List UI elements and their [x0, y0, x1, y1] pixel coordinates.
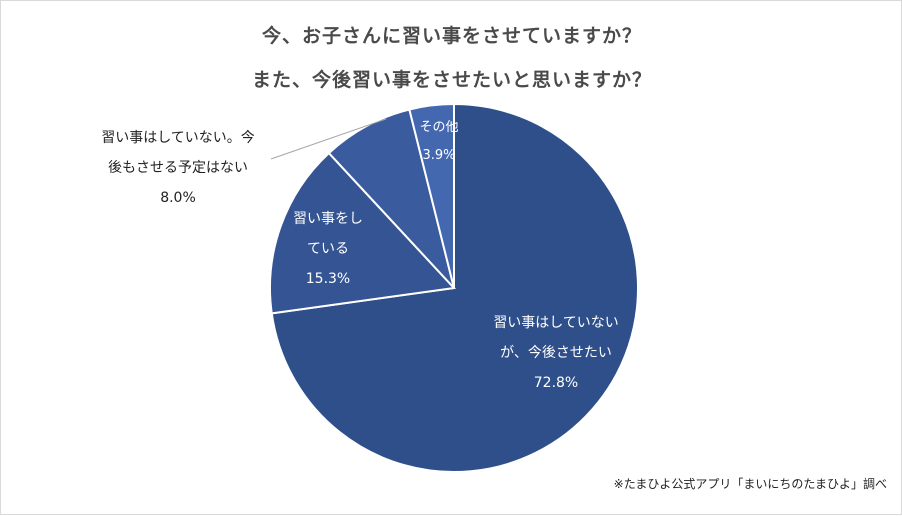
slice-currently-doing	[269, 151, 457, 315]
slice-label-line: 習い事はしていない。今	[101, 130, 255, 146]
slice-label-line: その他	[419, 120, 459, 135]
slice-label-line: 習い事をし	[293, 211, 363, 227]
slice-value-label: 8.0%	[160, 190, 196, 206]
slice-label-currently-doing: 習い事をし ている 15.3%	[283, 204, 373, 294]
slice-value-label: 3.9%	[422, 148, 456, 163]
slice-label-not-now-but-future: 習い事はしていない が、今後させたい 72.8%	[471, 308, 641, 398]
chart-title: 今、お子さんに習い事をさせていますか？	[261, 25, 642, 47]
chart-subtitle: また、今後習い事をさせたいと思いますか？	[251, 69, 652, 91]
slice-value-label: 72.8%	[533, 375, 579, 391]
slice-label-not-planned: 習い事はしていない。今 後もさせる予定はない 8.0%	[83, 123, 273, 213]
slice-label-line: 後もさせる予定はない	[108, 160, 248, 176]
slice-value-label: 15.3%	[305, 271, 351, 287]
slice-label-other: その他 3.9%	[409, 114, 469, 170]
slice-label-line: 習い事はしていない	[493, 315, 619, 331]
slice-other	[408, 102, 455, 289]
source-note: ※たまひよ公式アプリ「まいにちのたまひよ」調べ	[613, 477, 887, 491]
slice-label-line: ている	[307, 241, 349, 257]
slice-label-line: が、今後させたい	[500, 345, 612, 361]
leader-line-not-planned	[270, 118, 387, 160]
